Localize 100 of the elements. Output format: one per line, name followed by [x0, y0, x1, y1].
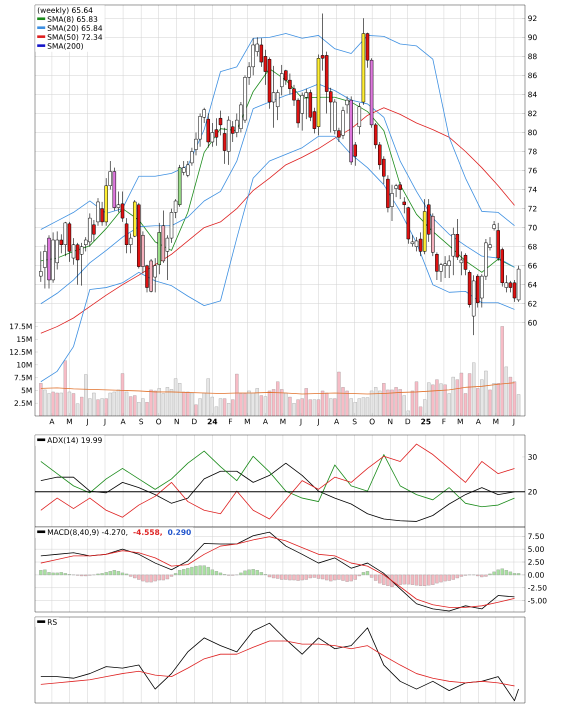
bar: [394, 387, 398, 416]
bar: [206, 567, 210, 576]
candlestick: [186, 160, 190, 178]
bar: [304, 574, 308, 580]
bar: [72, 393, 76, 416]
candlestick: [206, 113, 210, 148]
candlestick: [64, 222, 68, 256]
candlestick: [443, 256, 447, 278]
bar: [206, 378, 210, 416]
bar: [316, 574, 320, 579]
bar: [418, 574, 422, 586]
bar: [190, 567, 194, 576]
candlestick: [300, 92, 304, 131]
bar: [158, 574, 161, 580]
candlestick: [456, 218, 460, 260]
bar: [182, 569, 186, 576]
bar: [268, 390, 272, 416]
candlestick: [492, 220, 496, 231]
bar: [218, 398, 222, 416]
bar: [243, 570, 247, 576]
bar: [239, 572, 243, 576]
bar: [108, 392, 112, 416]
candlestick: [210, 122, 214, 148]
candlestick: [447, 254, 451, 278]
line-series: [40, 450, 515, 508]
bar: [256, 570, 259, 576]
bar: [43, 570, 47, 576]
line-series: [40, 33, 515, 230]
candlestick: [80, 242, 84, 286]
bar: [296, 574, 300, 581]
bar: [145, 574, 149, 582]
candlestick: [153, 258, 157, 293]
bar: [292, 574, 296, 580]
bar: [116, 571, 120, 576]
bar: [108, 571, 112, 576]
bar: [452, 574, 455, 580]
candlestick: [410, 234, 414, 247]
bar: [508, 572, 512, 576]
bar: [218, 572, 222, 576]
bar: [414, 574, 418, 586]
bar: [198, 565, 202, 576]
bar: [120, 572, 124, 576]
bar: [166, 574, 170, 580]
bar: [370, 574, 374, 578]
candlestick: [39, 251, 43, 282]
bar: [435, 574, 439, 584]
candlestick: [284, 69, 288, 86]
bar: [47, 572, 51, 576]
candlestick: [120, 191, 124, 222]
bar: [500, 568, 504, 576]
candlestick: [124, 218, 128, 254]
candlestick: [402, 196, 406, 214]
candlestick: [358, 102, 362, 135]
bar: [288, 574, 292, 580]
bar: [345, 390, 349, 416]
line-series: [40, 68, 515, 273]
bar: [133, 395, 136, 416]
bar: [439, 574, 443, 582]
bar: [312, 574, 316, 578]
bar: [427, 574, 430, 586]
bar: [141, 574, 145, 582]
candlestick: [398, 182, 402, 200]
bar: [272, 574, 276, 578]
candlestick: [251, 38, 255, 76]
bar: [341, 574, 345, 581]
bar: [410, 574, 414, 585]
bar: [149, 574, 153, 582]
bar: [51, 572, 55, 576]
bar: [194, 566, 198, 576]
bar: [329, 574, 332, 582]
bar: [484, 370, 488, 416]
bar: [500, 326, 504, 416]
bar: [214, 571, 218, 576]
bar: [149, 390, 153, 416]
bar: [133, 574, 136, 578]
bar: [378, 574, 382, 584]
bar: [492, 572, 496, 576]
line-series: [40, 84, 515, 304]
candlestick: [435, 252, 439, 280]
candlestick: [414, 236, 418, 252]
candlestick: [460, 251, 464, 276]
bar: [304, 388, 308, 416]
bar: [354, 574, 357, 580]
candlestick: [451, 227, 456, 276]
bar: [268, 574, 272, 578]
candlestick: [280, 64, 284, 96]
bar: [337, 574, 341, 580]
candlestick: [304, 88, 308, 120]
bar: [414, 382, 418, 416]
bar: [280, 574, 284, 580]
bar: [366, 571, 370, 576]
candlestick: [276, 89, 280, 120]
bar: [60, 572, 63, 576]
bar: [92, 392, 96, 416]
bar: [443, 574, 447, 582]
bar: [435, 380, 439, 416]
bar: [345, 574, 349, 582]
bar: [402, 574, 406, 584]
bar: [320, 574, 324, 580]
bar: [247, 570, 251, 576]
